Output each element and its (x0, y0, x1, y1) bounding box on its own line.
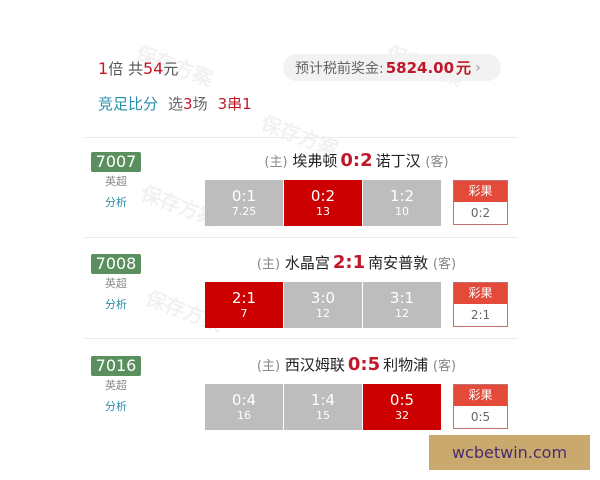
match-title: (主) 水晶宫 2:1 南安普敦 (客) (205, 252, 508, 273)
option-score: 3:1 (389, 289, 415, 307)
match-id-badge: 7007 (91, 152, 141, 172)
option-score: 1:4 (310, 391, 336, 409)
total-amount: 54 (142, 59, 164, 78)
home-tag: (主) (256, 359, 281, 374)
option-score: 1:2 (389, 187, 415, 205)
away-tag: (客) (432, 257, 457, 272)
match-row: 7016 英超 分析 (主) 西汉姆联 0:5 利物浦 (客) 0:4 16 1:4 15… (0, 354, 600, 458)
prize-amount: 5824.00 (385, 58, 455, 77)
bet-summary: 1倍 共54元 (98, 58, 178, 79)
result-box: 彩果 0:2 (453, 180, 508, 225)
score-option[interactable]: 0:2 13 (284, 180, 362, 226)
final-score: 0:5 (347, 354, 381, 375)
option-odds: 10 (395, 205, 409, 218)
match-title: (主) 西汉姆联 0:5 利物浦 (客) (205, 354, 508, 375)
select-prefix: 选 (168, 95, 184, 113)
divider (83, 137, 518, 138)
away-team: 利物浦 (383, 356, 429, 374)
final-score: 2:1 (332, 252, 366, 273)
option-odds: 7 (240, 307, 248, 320)
option-odds: 32 (395, 409, 409, 422)
divider (83, 338, 518, 339)
option-odds: 15 (316, 409, 330, 422)
match-title: (主) 埃弗顿 0:2 诺丁汉 (客) (205, 150, 508, 171)
result-label: 彩果 (454, 283, 507, 304)
combo-type: 3串1 (217, 95, 252, 113)
final-score: 0:2 (340, 150, 373, 171)
home-team: 西汉姆联 (284, 356, 345, 374)
result-label: 彩果 (454, 385, 507, 406)
option-odds: 16 (237, 409, 251, 422)
league-label: 英超 (105, 175, 127, 188)
result-label: 彩果 (454, 181, 507, 202)
option-score: 3:0 (310, 289, 336, 307)
score-option[interactable]: 0:4 16 (205, 384, 283, 430)
match-row: 7008 英超 分析 (主) 水晶宫 2:1 南安普敦 (客) 2:1 7 3:0 12 3… (0, 252, 600, 356)
away-team: 诺丁汉 (375, 152, 421, 170)
select-unit: 场 (192, 95, 208, 113)
option-odds: 12 (316, 307, 330, 320)
divider (83, 237, 518, 238)
brand-watermark: wcbetwin.com (429, 435, 590, 470)
score-options: 2:1 7 3:0 12 3:1 12 (205, 282, 442, 328)
league-label: 英超 (105, 277, 127, 290)
score-option[interactable]: 0:1 7.25 (205, 180, 283, 226)
estimated-prize-button[interactable]: 预计税前奖金: 5824.00 元 › (283, 54, 501, 81)
total-unit: 元 (163, 60, 179, 78)
away-team: 南安普敦 (368, 254, 429, 272)
chevron-right-icon: › (475, 59, 481, 76)
multiple-value: 1 (98, 59, 109, 78)
analysis-link[interactable]: 分析 (105, 298, 127, 311)
prize-label: 预计税前奖金: (295, 60, 384, 77)
home-tag: (主) (256, 257, 281, 272)
multiple-unit: 倍 (108, 60, 124, 78)
option-odds: 7.25 (231, 205, 257, 218)
play-type: 竞足比分 (98, 95, 159, 113)
score-option[interactable]: 1:4 15 (284, 384, 362, 430)
league-label: 英超 (105, 379, 127, 392)
option-score: 0:4 (231, 391, 257, 409)
option-odds: 12 (395, 307, 409, 320)
away-tag: (客) (425, 155, 449, 170)
result-value: 0:5 (470, 410, 491, 424)
result-box: 彩果 2:1 (453, 282, 508, 327)
select-count: 3 (183, 95, 193, 113)
away-tag: (客) (432, 359, 457, 374)
option-score: 2:1 (231, 289, 257, 307)
match-id-badge: 7008 (91, 254, 141, 274)
score-option[interactable]: 3:0 12 (284, 282, 362, 328)
result-box: 彩果 0:5 (453, 384, 508, 429)
score-option[interactable]: 0:5 32 (363, 384, 441, 430)
home-team: 埃弗顿 (292, 152, 338, 170)
total-prefix: 共 (123, 60, 143, 78)
analysis-link[interactable]: 分析 (105, 196, 127, 209)
analysis-link[interactable]: 分析 (105, 400, 127, 413)
play-info: 竞足比分 选3场 3串1 (98, 93, 252, 114)
score-options: 0:4 16 1:4 15 0:5 32 (205, 384, 442, 430)
prize-unit: 元 (456, 59, 472, 77)
result-value: 2:1 (470, 308, 491, 322)
score-option[interactable]: 2:1 7 (205, 282, 283, 328)
result-value: 0:2 (470, 206, 491, 220)
home-team: 水晶宫 (284, 254, 330, 272)
home-tag: (主) (264, 155, 288, 170)
option-score: 0:1 (231, 187, 257, 205)
option-score: 0:5 (389, 391, 415, 409)
match-id-badge: 7016 (91, 356, 141, 376)
score-options: 0:1 7.25 0:2 13 1:2 10 (205, 180, 442, 226)
score-option[interactable]: 1:2 10 (363, 180, 441, 226)
match-row: 7007 英超 分析 (主) 埃弗顿 0:2 诺丁汉 (客) 0:1 7.25 0:2 1… (0, 150, 600, 254)
score-option[interactable]: 3:1 12 (363, 282, 441, 328)
option-odds: 13 (316, 205, 330, 218)
option-score: 0:2 (310, 187, 336, 205)
